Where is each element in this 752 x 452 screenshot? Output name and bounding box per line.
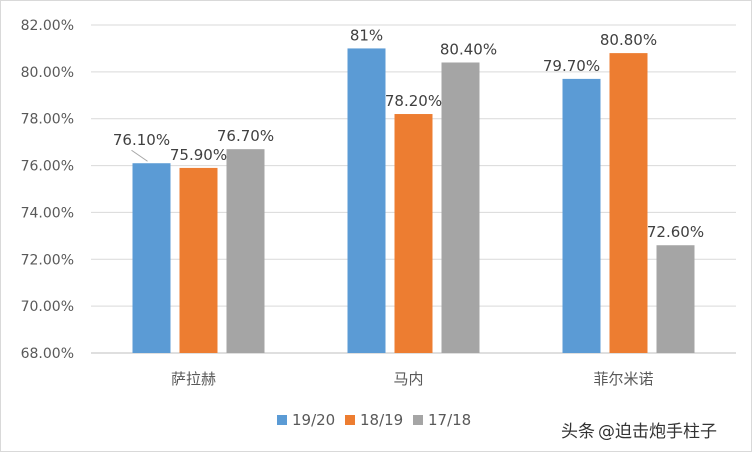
bar bbox=[226, 149, 265, 353]
legend-swatch bbox=[345, 415, 355, 425]
y-axis-ticks: 68.00% 70.00% 72.00% 74.00% 76.00% 78.00% 80.0… bbox=[21, 18, 74, 362]
data-label: 76.10% bbox=[113, 131, 170, 149]
watermark-handle: @迫击炮手柱子 bbox=[598, 422, 717, 442]
data-label: 76.70% bbox=[217, 127, 274, 145]
data-labels: 76.10%75.90%76.70% 81% 78.20% 80.40% 79.70%8… bbox=[113, 26, 704, 241]
data-label: 81% bbox=[350, 26, 383, 44]
legend-swatch bbox=[277, 415, 287, 425]
category-label: 菲尔米诺 bbox=[593, 370, 653, 388]
watermark-prefix: 头条 bbox=[561, 422, 595, 442]
y-tick-label: 78.00% bbox=[21, 112, 74, 128]
data-label: 72.60% bbox=[647, 223, 704, 241]
category-label: 马内 bbox=[393, 370, 423, 388]
data-label: 75.90% bbox=[170, 146, 227, 164]
bar bbox=[562, 78, 601, 353]
bar bbox=[132, 163, 171, 353]
data-label: 79.70% bbox=[543, 57, 600, 75]
bars bbox=[132, 48, 695, 354]
bar bbox=[656, 245, 695, 353]
legend: 19/20 18/19 17/18 bbox=[277, 411, 471, 429]
y-tick-label: 70.00% bbox=[21, 299, 74, 315]
bar bbox=[179, 167, 218, 353]
legend-label: 17/18 bbox=[428, 411, 471, 429]
legend-swatch bbox=[413, 415, 423, 425]
y-tick-label: 72.00% bbox=[21, 252, 74, 268]
bar bbox=[609, 53, 648, 353]
y-tick-label: 68.00% bbox=[21, 346, 74, 362]
x-axis-categories: 萨拉赫 马内 菲尔米诺 bbox=[171, 370, 654, 388]
data-label: 78.20% bbox=[385, 92, 442, 110]
bar bbox=[347, 48, 386, 354]
leader-line bbox=[131, 149, 148, 162]
legend-label: 18/19 bbox=[360, 411, 403, 429]
watermark: 头条 @迫击炮手柱子 bbox=[561, 422, 717, 442]
y-tick-label: 80.00% bbox=[21, 65, 74, 81]
category-label: 萨拉赫 bbox=[171, 370, 216, 388]
y-tick-label: 82.00% bbox=[21, 18, 74, 34]
data-label: 80.40% bbox=[440, 40, 497, 58]
y-tick-label: 76.00% bbox=[21, 159, 74, 175]
bar bbox=[441, 62, 480, 353]
legend-label: 19/20 bbox=[292, 411, 335, 429]
y-tick-label: 74.00% bbox=[21, 205, 74, 221]
data-label: 80.80% bbox=[600, 31, 657, 49]
bar bbox=[394, 114, 433, 354]
